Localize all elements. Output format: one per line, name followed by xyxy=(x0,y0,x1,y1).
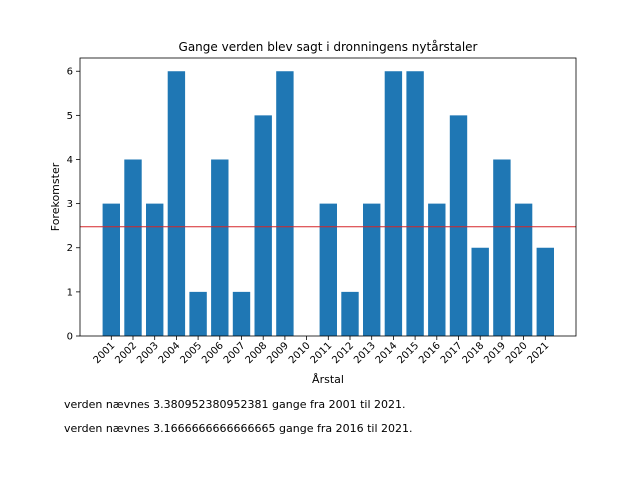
x-tick-label: 2015 xyxy=(395,340,421,366)
x-tick-label: 2020 xyxy=(504,340,530,366)
chart-title: Gange verden blev sagt i dronningens nyt… xyxy=(179,40,478,54)
bar-2021 xyxy=(536,247,554,336)
bar-2001 xyxy=(102,203,120,336)
bar-2004 xyxy=(167,71,186,336)
bar-2007 xyxy=(232,291,251,336)
x-tick-label: 2013 xyxy=(352,340,378,366)
y-tick-label: 6 xyxy=(67,67,73,78)
bar-2013 xyxy=(363,203,381,336)
bar-2009 xyxy=(276,71,294,336)
y-tick-label: 2 xyxy=(67,243,73,254)
summary-note-2016-2021: verden nævnes 3.1666666666666665 gange f… xyxy=(64,422,413,435)
y-tick-label: 3 xyxy=(67,199,73,210)
y-tick-label: 0 xyxy=(67,332,73,343)
bar-2016 xyxy=(428,203,446,336)
bar-2005 xyxy=(189,291,207,336)
x-tick-label: 2021 xyxy=(526,340,552,366)
bar-chart: Gange verden blev sagt i dronningens nyt… xyxy=(49,40,577,386)
x-tick-label: 2019 xyxy=(482,340,508,366)
x-tick-label: 2002 xyxy=(113,340,139,366)
x-tick-label: 2006 xyxy=(200,340,226,366)
x-axis-label: Årstal xyxy=(312,373,344,386)
bar-2011 xyxy=(319,203,337,336)
x-tick-label: 2007 xyxy=(222,340,248,366)
y-tick-label: 1 xyxy=(67,287,73,298)
x-tick-label: 2014 xyxy=(374,340,400,366)
y-tick-label: 4 xyxy=(67,155,73,166)
x-tick-label: 2011 xyxy=(309,340,335,366)
x-tick-label: 2005 xyxy=(178,340,204,366)
x-tick-label: 2017 xyxy=(439,340,465,366)
x-tick-label: 2016 xyxy=(417,340,443,366)
bar-2012 xyxy=(341,291,359,336)
x-tick-label: 2018 xyxy=(461,340,487,366)
x-tick-label: 2010 xyxy=(287,340,313,366)
x-tick-label: 2012 xyxy=(330,340,356,366)
bar-2002 xyxy=(124,159,142,336)
bar-2006 xyxy=(211,159,229,336)
bar-2020 xyxy=(514,203,533,336)
x-tick-label: 2001 xyxy=(92,340,118,366)
y-tick-label: 5 xyxy=(67,111,73,122)
bar-2008 xyxy=(254,115,272,336)
plot-area-frame xyxy=(79,57,577,337)
summary-note-2001-2021: verden nævnes 3.380952380952381 gange fr… xyxy=(64,398,406,411)
x-tick-label: 2009 xyxy=(265,340,291,366)
y-axis-label: Forekomster xyxy=(49,162,62,231)
bar-2003 xyxy=(146,203,164,336)
bar-2015 xyxy=(406,71,424,336)
bar-2018 xyxy=(471,247,489,336)
x-tick-label: 2004 xyxy=(157,340,183,366)
bar-2019 xyxy=(493,159,511,336)
x-tick-label: 2003 xyxy=(135,340,161,366)
bar-2014 xyxy=(384,71,403,336)
x-tick-label: 2008 xyxy=(244,340,270,366)
bar-2017 xyxy=(449,115,468,336)
